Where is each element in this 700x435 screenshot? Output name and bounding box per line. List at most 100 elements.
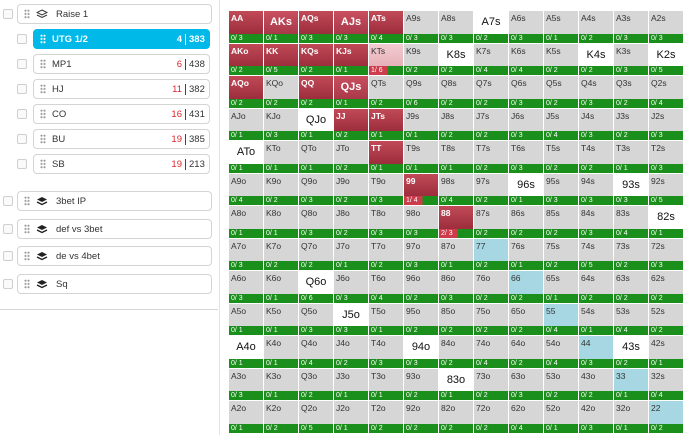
range-item-sb[interactable]: SB 19 213 — [33, 154, 210, 174]
hand-cell[interactable]: J6s 0/ 3 — [509, 108, 544, 141]
hand-cell[interactable]: 44 0/ 3 — [579, 336, 614, 369]
hand-cell[interactable]: J5s 0/ 4 — [544, 108, 579, 141]
hand-cell[interactable]: 72o 0/ 2 — [474, 401, 509, 434]
hand-cell[interactable]: 93s 0/ 3 — [614, 173, 649, 206]
drag-handle-icon[interactable] — [24, 279, 30, 289]
hand-cell[interactable]: A2o 0/ 1 — [229, 401, 264, 434]
hand-cell[interactable]: A3s 0/ 3 — [614, 11, 649, 44]
hand-cell[interactable]: 86s 0/ 2 — [509, 206, 544, 239]
hand-cell[interactable]: Q9o 0/ 3 — [299, 173, 334, 206]
hand-cell[interactable]: Q5s 0/ 2 — [544, 76, 579, 109]
hand-cell[interactable]: T8s 0/ 1 — [439, 141, 474, 174]
hand-cell[interactable]: K5o 0/ 1 — [264, 303, 299, 336]
hand-cell[interactable]: 74o 0/ 4 — [474, 336, 509, 369]
hand-cell[interactable]: A6o 0/ 3 — [229, 271, 264, 304]
range-item-utg[interactable]: UTG 1/2 4 383 — [33, 29, 210, 49]
hand-cell[interactable]: Q4s 0/ 3 — [579, 76, 614, 109]
group-checkbox[interactable] — [3, 251, 13, 261]
drag-handle-icon[interactable] — [24, 9, 30, 19]
group-checkbox[interactable] — [3, 224, 13, 234]
hand-cell[interactable]: J2o 0/ 1 — [334, 401, 369, 434]
hand-cell[interactable]: AKs 0/ 1 — [264, 11, 299, 44]
drag-handle-icon[interactable] — [24, 224, 30, 234]
hand-cell[interactable]: J9o 0/ 2 — [334, 173, 369, 206]
hand-cell[interactable]: K9s 0/ 2 — [404, 43, 439, 76]
drag-handle-icon[interactable] — [40, 34, 46, 44]
hand-cell[interactable]: 62s 0/ 2 — [649, 271, 684, 304]
group-header-de-vs-4bet[interactable]: de vs 4bet — [17, 246, 212, 266]
hand-cell[interactable]: 33 0/ 1 — [614, 368, 649, 401]
hand-cell[interactable]: 92s 0/ 5 — [649, 173, 684, 206]
hand-cell[interactable]: J5o 0/ 3 — [334, 303, 369, 336]
hand-cell[interactable]: A4o 0/ 1 — [229, 336, 264, 369]
group-raise-1[interactable]: Raise 1 — [0, 4, 212, 24]
hand-cell[interactable]: 97o 0/ 3 — [404, 238, 439, 271]
sidebar-item-sb[interactable]: SB 19 213 — [0, 154, 212, 174]
hand-cell[interactable]: 76o 0/ 2 — [474, 271, 509, 304]
hand-cell[interactable]: 42s 0/ 1 — [649, 336, 684, 369]
hand-cell[interactable]: T9o 0/ 3 — [369, 173, 404, 206]
hand-cell[interactable]: 96o 0/ 2 — [404, 271, 439, 304]
group-checkbox[interactable] — [3, 279, 13, 289]
hand-cell[interactable]: 53s 0/ 4 — [614, 303, 649, 336]
item-checkbox[interactable] — [17, 159, 27, 169]
hand-cell[interactable]: 32s 0/ 4 — [649, 368, 684, 401]
hand-cell[interactable]: J6o 0/ 3 — [334, 271, 369, 304]
hand-cell[interactable]: 93o 0/ 2 — [404, 368, 439, 401]
hand-cell[interactable]: J4s 0/ 3 — [579, 108, 614, 141]
hand-cell[interactable]: K8o 0/ 1 — [264, 206, 299, 239]
group-header-raise-1[interactable]: Raise 1 — [17, 4, 212, 24]
hand-cell[interactable]: T5s 0/ 2 — [544, 141, 579, 174]
hand-cell[interactable]: Q5o 0/ 3 — [299, 303, 334, 336]
hand-cell[interactable]: 72s 0/ 3 — [649, 238, 684, 271]
hand-cell[interactable]: 87s 0/ 2 — [474, 206, 509, 239]
hand-cell[interactable]: T7s 0/ 2 — [474, 141, 509, 174]
hand-cell[interactable]: 65o 0/ 2 — [509, 303, 544, 336]
hand-cell[interactable]: 55 0/ 4 — [544, 303, 579, 336]
hand-cell[interactable]: T6s 0/ 3 — [509, 141, 544, 174]
hand-cell[interactable]: 74s 0/ 5 — [579, 238, 614, 271]
item-checkbox[interactable] — [17, 109, 27, 119]
range-item-co[interactable]: CO 16 431 — [33, 104, 210, 124]
hand-cell[interactable]: 22 0/ 2 — [649, 401, 684, 434]
hand-cell[interactable]: 94o 0/ 3 — [404, 336, 439, 369]
hand-cell[interactable]: QQ 0/ 2 — [299, 76, 334, 109]
hand-cell[interactable]: 43o 0/ 2 — [579, 368, 614, 401]
hand-cell[interactable]: J9s 0/ 1 — [404, 108, 439, 141]
hand-cell[interactable]: K4s 0/ 2 — [579, 43, 614, 76]
hand-cell[interactable]: 64s 0/ 2 — [579, 271, 614, 304]
hand-cell[interactable]: QTo 0/ 1 — [299, 141, 334, 174]
range-item-hj[interactable]: HJ 11 382 — [33, 79, 210, 99]
hand-cell[interactable]: JJ 0/ 2 — [334, 108, 369, 141]
hand-cell[interactable]: KQs 0/ 2 — [299, 43, 334, 76]
range-item-mp1[interactable]: MP1 6 438 — [33, 54, 210, 74]
hand-cell[interactable]: ATo 0/ 1 — [229, 141, 264, 174]
group-checkbox[interactable] — [3, 9, 13, 19]
hand-cell[interactable]: J7s 0/ 2 — [474, 108, 509, 141]
hand-cell[interactable]: 82s 0/ 1 — [649, 206, 684, 239]
group-def-vs-3bet[interactable]: def vs 3bet — [0, 219, 212, 239]
hand-cell[interactable]: A8o 0/ 1 — [229, 206, 264, 239]
hand-cell[interactable]: K3s 0/ 3 — [614, 43, 649, 76]
hand-cell[interactable]: 52s 0/ 2 — [649, 303, 684, 336]
hand-cell[interactable]: AJs 0/ 3 — [334, 11, 369, 44]
hand-cell[interactable]: K6s 0/ 4 — [509, 43, 544, 76]
hand-cell[interactable]: J7o 0/ 1 — [334, 238, 369, 271]
hand-cell[interactable]: T6o 0/ 4 — [369, 271, 404, 304]
hand-cell[interactable]: 92o 0/ 2 — [404, 401, 439, 434]
hand-cell[interactable]: 95s 0/ 3 — [544, 173, 579, 206]
hand-cell[interactable]: A5o 0/ 1 — [229, 303, 264, 336]
hand-cell[interactable]: Q9s 0/ 6 — [404, 76, 439, 109]
group-checkbox[interactable] — [3, 196, 13, 206]
hand-cell[interactable]: Q6o 0/ 6 — [299, 271, 334, 304]
hand-cell[interactable]: Q8o 0/ 3 — [299, 206, 334, 239]
hand-cell[interactable]: T5o 0/ 1 — [369, 303, 404, 336]
hand-cell[interactable]: K4o 0/ 1 — [264, 336, 299, 369]
drag-handle-icon[interactable] — [40, 134, 46, 144]
drag-handle-icon[interactable] — [40, 159, 46, 169]
hand-cell[interactable]: K6o 0/ 1 — [264, 271, 299, 304]
hand-cell[interactable]: 54s 0/ 1 — [579, 303, 614, 336]
group-de-vs-4bet[interactable]: de vs 4bet — [0, 246, 212, 266]
hand-cell[interactable]: A2s 0/ 3 — [649, 11, 684, 44]
item-checkbox[interactable] — [17, 59, 27, 69]
